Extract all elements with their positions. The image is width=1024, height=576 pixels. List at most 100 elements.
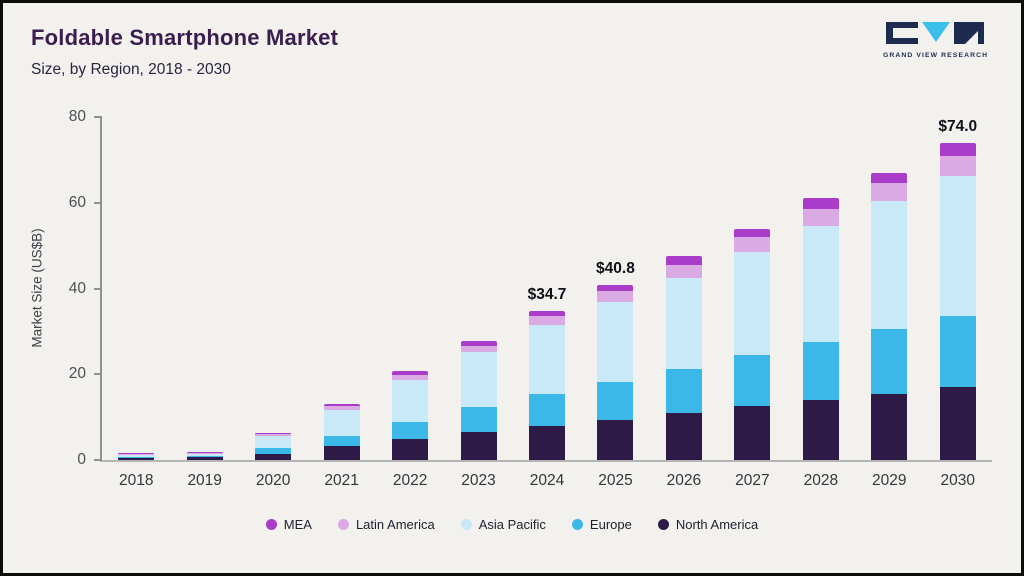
bar-segment-asia-pacific-2027 bbox=[734, 252, 771, 355]
x-tick-label-2024: 2024 bbox=[529, 472, 565, 489]
bar-segment-asia-pacific-2028 bbox=[802, 226, 839, 343]
x-tick-label-2026: 2026 bbox=[666, 472, 702, 489]
bar-segment-mea-2021 bbox=[323, 404, 360, 407]
bar-segment-latin-america-2020 bbox=[255, 434, 292, 436]
bar-2023 bbox=[460, 117, 497, 460]
bar-segment-north-america-2021 bbox=[323, 446, 360, 460]
legend-swatch-mea bbox=[265, 519, 277, 530]
x-tick-label-2027: 2027 bbox=[735, 472, 770, 489]
bar-segment-asia-pacific-2023 bbox=[460, 352, 497, 408]
legend: MEA Latin America Asia Pacific Europe North … bbox=[3, 517, 1021, 532]
x-tick-label-2023: 2023 bbox=[461, 472, 496, 489]
bar-2020 bbox=[255, 117, 292, 460]
y-tick-label-60: 60 bbox=[68, 193, 86, 211]
bar-segment-europe-2018 bbox=[118, 456, 155, 458]
legend-label-europe: Europe bbox=[589, 517, 632, 532]
bar-segment-europe-2019 bbox=[186, 455, 223, 458]
plot-area: 0 20 40 60 80 $34.7 $40.8 $74.0 2018 2019 2020 20… bbox=[69, 108, 992, 489]
bar-segment-europe-2030 bbox=[939, 316, 976, 388]
bar-segment-north-america-2020 bbox=[255, 453, 292, 460]
bar-2026 bbox=[665, 117, 702, 460]
bar-2018 bbox=[118, 117, 155, 460]
bar-segment-north-america-2030 bbox=[939, 387, 976, 460]
bar-segment-north-america-2029 bbox=[871, 393, 908, 460]
bar-segment-north-america-2026 bbox=[665, 412, 702, 460]
legend-label-mea: MEA bbox=[283, 517, 312, 532]
bar-segment-north-america-2027 bbox=[734, 406, 771, 460]
legend-label-asia-pacific: Asia Pacific bbox=[478, 517, 546, 532]
bar-segment-asia-pacific-2024 bbox=[529, 325, 565, 394]
bar-segment-europe-2029 bbox=[871, 329, 908, 394]
bar-segment-mea-2029 bbox=[871, 172, 908, 184]
bar-segment-latin-america-2029 bbox=[871, 183, 908, 202]
x-tick-label-2029: 2029 bbox=[872, 472, 907, 489]
value-label-2030: $74.0 bbox=[938, 117, 978, 135]
bar-segment-mea-2028 bbox=[802, 198, 839, 210]
legend-swatch-asia-pacific bbox=[460, 519, 472, 530]
bar-2028 bbox=[802, 117, 839, 460]
legend-item-mea: MEA bbox=[265, 517, 312, 532]
bar-segment-europe-2021 bbox=[323, 436, 360, 447]
bar-segment-mea-2024 bbox=[529, 311, 565, 316]
bar-segment-europe-2026 bbox=[665, 368, 702, 413]
bar-segment-latin-america-2026 bbox=[665, 264, 702, 278]
bar-segment-asia-pacific-2019 bbox=[186, 453, 223, 456]
bar-segment-asia-pacific-2030 bbox=[939, 175, 976, 317]
bar-segment-europe-2022 bbox=[392, 422, 429, 439]
bar-segment-europe-2025 bbox=[597, 381, 634, 420]
x-tick-label-2028: 2028 bbox=[803, 472, 839, 489]
bar-2024: $34.7 bbox=[527, 117, 567, 460]
bar-segment-asia-pacific-2021 bbox=[323, 409, 360, 437]
bar-segment-north-america-2022 bbox=[392, 438, 429, 460]
bar-segment-latin-america-2027 bbox=[734, 237, 771, 253]
bar-segment-north-america-2023 bbox=[460, 432, 497, 460]
chart-subtitle: Size, by Region, 2018 - 2030 bbox=[31, 61, 231, 78]
bar-segment-europe-2024 bbox=[529, 393, 565, 426]
bar-segment-mea-2023 bbox=[460, 340, 497, 346]
bar-segment-north-america-2018 bbox=[118, 457, 155, 460]
y-tick-label-0: 0 bbox=[77, 451, 86, 468]
x-tick-label-2018: 2018 bbox=[118, 472, 154, 489]
bar-segment-asia-pacific-2018 bbox=[118, 454, 155, 457]
bar-segment-europe-2023 bbox=[460, 407, 497, 433]
x-axis-labels: 2018 2019 2020 2021 2022 2023 2024 2025 2026 2027… bbox=[102, 117, 992, 489]
legend-item-europe: Europe bbox=[571, 517, 632, 532]
bar-segment-latin-america-2025 bbox=[597, 290, 634, 302]
bar-segment-europe-2027 bbox=[734, 354, 771, 407]
y-axis-ticks: 0 20 40 60 80 bbox=[69, 108, 992, 468]
bar-segment-latin-america-2030 bbox=[939, 155, 976, 176]
bar-2030: $74.0 bbox=[938, 117, 978, 460]
bar-2027 bbox=[734, 117, 771, 460]
legend-item-asia-pacific: Asia Pacific bbox=[460, 517, 546, 532]
bar-segment-latin-america-2021 bbox=[323, 406, 360, 410]
bar-segment-latin-america-2023 bbox=[460, 345, 497, 353]
y-tick-mark bbox=[94, 116, 102, 118]
bar-2029 bbox=[871, 117, 908, 460]
bar-segment-europe-2020 bbox=[255, 448, 292, 454]
bar-segment-mea-2022 bbox=[392, 371, 429, 375]
bar-segment-mea-2020 bbox=[255, 433, 292, 435]
bar-segment-europe-2028 bbox=[802, 342, 839, 400]
bar-segment-mea-2026 bbox=[665, 256, 702, 265]
bar-segment-asia-pacific-2025 bbox=[597, 301, 634, 382]
legend-item-latin-america: Latin America bbox=[337, 517, 435, 532]
y-tick-label-80: 80 bbox=[68, 108, 86, 125]
legend-swatch-europe bbox=[571, 519, 583, 530]
x-tick-label-2021: 2021 bbox=[324, 472, 359, 489]
x-tick-label-2020: 2020 bbox=[255, 472, 291, 489]
bar-segment-asia-pacific-2022 bbox=[392, 379, 429, 423]
bar-segment-mea-2027 bbox=[734, 228, 771, 238]
bar-2021 bbox=[323, 117, 360, 460]
y-tick-mark bbox=[94, 201, 102, 204]
bar-segment-mea-2025 bbox=[597, 285, 634, 291]
bar-segment-latin-america-2028 bbox=[802, 209, 839, 227]
bar-2025: $40.8 bbox=[596, 117, 635, 460]
legend-swatch-latin-america bbox=[337, 519, 349, 530]
legend-swatch-north-america bbox=[657, 519, 669, 530]
bar-segment-mea-2030 bbox=[939, 142, 976, 156]
grand-view-research-logo: GRAND VIEW RESEARCH bbox=[883, 21, 987, 59]
bar-segment-north-america-2024 bbox=[529, 425, 565, 460]
legend-label-north-america: North America bbox=[675, 517, 759, 532]
value-label-2024: $34.7 bbox=[527, 286, 567, 304]
